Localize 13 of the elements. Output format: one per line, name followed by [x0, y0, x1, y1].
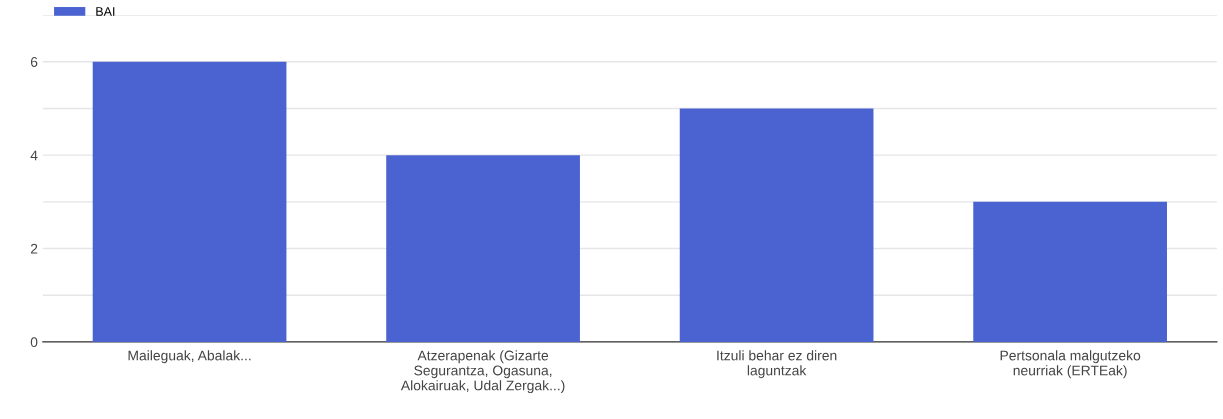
legend-label: BAI	[96, 7, 115, 16]
x-tick-label: Pertsonala malgutzeko neurriak (ERTEak)	[1000, 350, 1141, 379]
y-tick-label: 4	[30, 150, 38, 161]
bar	[973, 201, 1167, 342]
bar	[92, 61, 287, 342]
x-tick-label: Maileguak, Abalak...	[128, 350, 251, 364]
x-tick-label: Itzuli behar ez diren laguntzak	[717, 350, 837, 379]
bar	[679, 108, 874, 342]
y-tick-label: 6	[30, 57, 38, 67]
bar	[386, 155, 580, 342]
y-tick-label: 0	[30, 337, 38, 348]
y-tick-label: 2	[30, 243, 38, 254]
x-tick-label: Atzerapenak (Gizarte Segurantza, Ogasuna, Alokairuak, Udal Zergak...)	[400, 350, 565, 394]
